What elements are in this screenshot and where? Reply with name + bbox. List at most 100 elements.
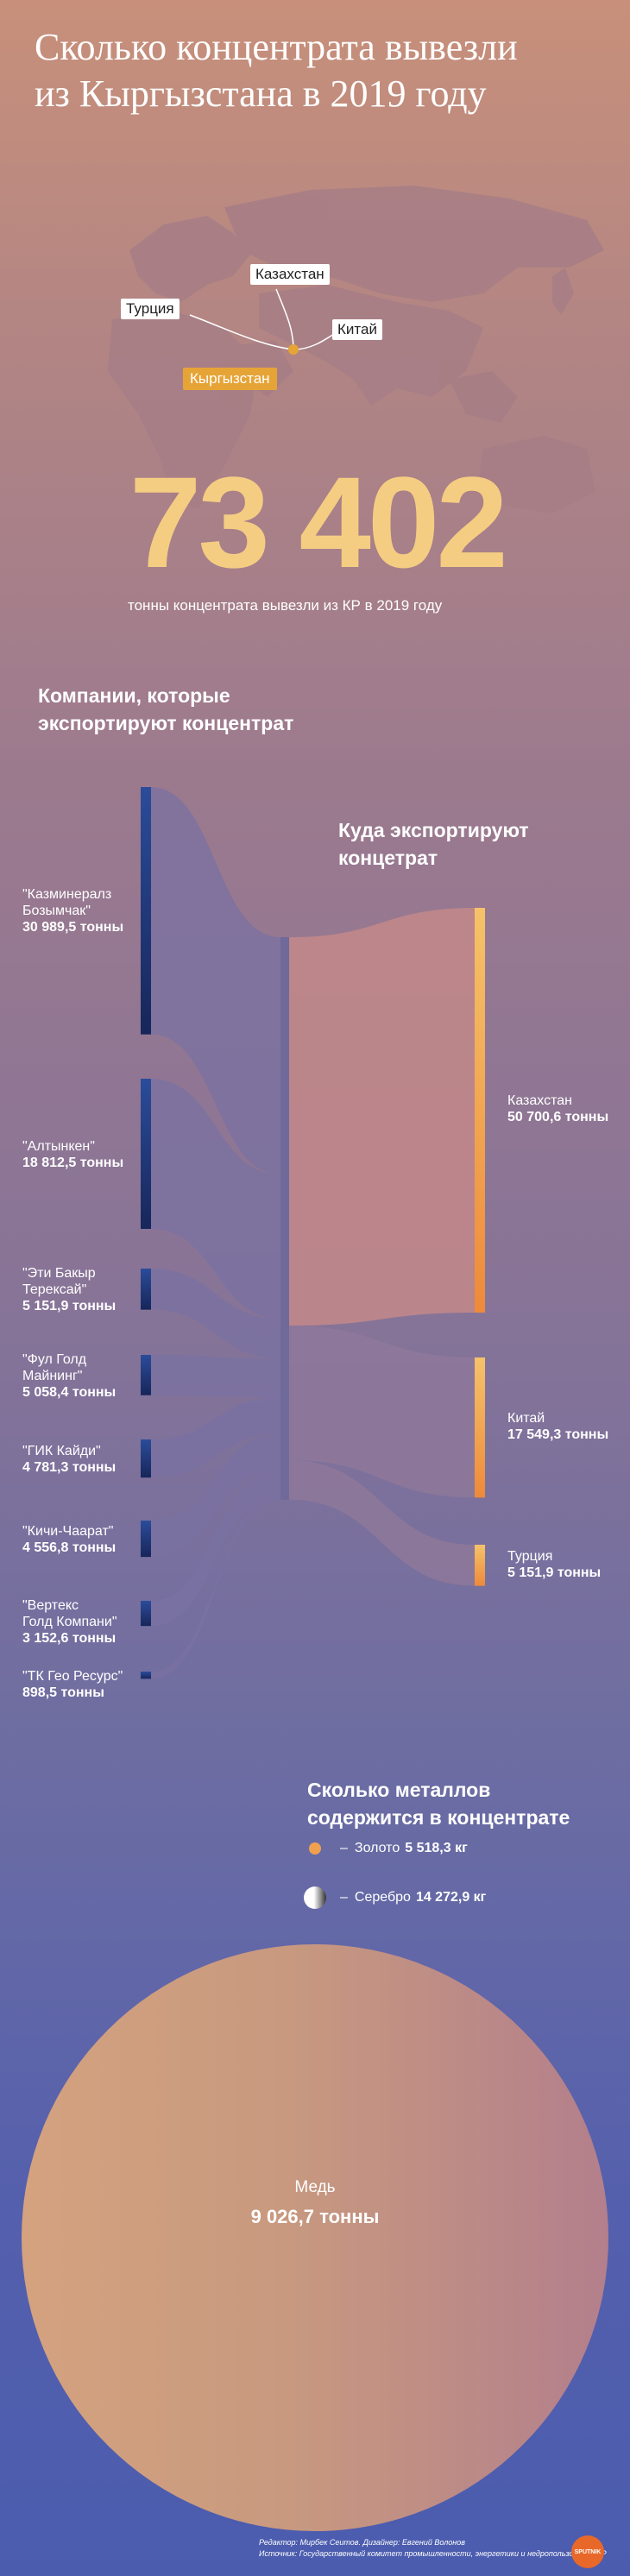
- title-line-2: из Кыргызстана в 2019 году: [35, 72, 487, 115]
- source-value: 3 152,6 тонны: [22, 1631, 117, 1646]
- source-value: 18 812,5 тонны: [22, 1156, 124, 1170]
- target-name: Казахстан: [507, 1093, 572, 1109]
- source-value: 5 058,4 тонны: [22, 1385, 117, 1400]
- route-kazakhstan: [275, 288, 294, 350]
- silver-legend: – Серебро 14 272,9 кг: [304, 1886, 486, 1909]
- metals-heading-line-1: Сколько металлов: [307, 1779, 491, 1801]
- sankey-source-bar: [141, 1521, 151, 1558]
- map-japan: [552, 268, 574, 315]
- source-value: 30 989,5 тонны: [22, 920, 124, 935]
- sankey-source-flow: [151, 1079, 280, 1319]
- map-europe: [129, 216, 250, 302]
- sankey-target-bar: [475, 1357, 485, 1498]
- sankey-source-label: "Эти Бакыр Терексай" 5 151,9 тонны: [22, 1265, 116, 1314]
- companies-heading-line-2: экспортируют концентрат: [38, 712, 294, 734]
- silver-dash: –: [340, 1890, 348, 1905]
- source-name-2: Бозымчак": [22, 904, 91, 919]
- source-value: 4 781,3 тонны: [22, 1460, 117, 1476]
- silver-label: Серебро: [354, 1890, 411, 1905]
- source-name: "Казминералз: [22, 887, 112, 903]
- kyrgyzstan-marker: [288, 344, 299, 355]
- sankey-source-label: "ГИК Кайди" 4 781,3 тонны: [22, 1443, 116, 1476]
- sankey-target-label: Казахстан 50 700,6 тонны: [507, 1093, 608, 1125]
- source-name-2: Голд Компани": [22, 1615, 117, 1629]
- copper-value: 9 026,7 тонны: [250, 2206, 380, 2227]
- gold-label: Золото: [354, 1841, 400, 1855]
- sankey-target-bar: [475, 908, 485, 1313]
- source-name: "Фул Голд: [22, 1352, 87, 1367]
- destinations-heading: Куда экспортируют концетрат: [338, 816, 529, 872]
- sankey-source-flow: [151, 1433, 280, 1558]
- page-title: Сколько концентрата вывезли из Кыргызста…: [35, 24, 604, 117]
- credits: Редактор: Мирбек Сеитов. Дизайнер: Евген…: [259, 2537, 607, 2560]
- source-value: 5 151,9 тонны: [22, 1299, 117, 1313]
- sankey-collector-bar: [280, 937, 289, 1500]
- sankey-target-flow: [289, 908, 475, 1326]
- sankey-source-flow: [151, 1468, 280, 1627]
- target-value: 5 151,9 тонны: [507, 1565, 602, 1580]
- source-name: "Эти Бакыр: [22, 1266, 96, 1281]
- gold-legend: – Золото 5 518,3 кг: [309, 1841, 468, 1856]
- sankey-source-bar: [141, 1079, 151, 1230]
- source-name: "Алтынкен": [22, 1139, 95, 1154]
- source-value: 4 556,8 тонны: [22, 1540, 117, 1556]
- source-name-2: Майнинг": [22, 1369, 83, 1383]
- map-label-kazakhstan: Казахстан: [250, 264, 330, 285]
- copper-circle: [22, 1944, 608, 2531]
- map-label-kyrgyzstan: Кыргызстан: [183, 368, 277, 390]
- sankey-source-bar: [141, 787, 151, 1035]
- credits-line-1: Редактор: Мирбек Сеитов. Дизайнер: Евген…: [259, 2538, 465, 2547]
- sankey-source-label: "Кичи-Чаарат" 4 556,8 тонны: [22, 1523, 116, 1556]
- map-label-turkey: Турция: [121, 299, 180, 319]
- destinations-heading-line-2: концетрат: [338, 847, 438, 869]
- sankey-source-bar: [141, 1269, 151, 1310]
- metals-heading-line-2: содержится в концентрате: [307, 1806, 570, 1829]
- sankey-source-bar: [141, 1355, 151, 1395]
- source-name: "ГИК Кайди": [22, 1444, 101, 1459]
- sputnik-logo-text: SPUTNIK: [574, 2548, 602, 2555]
- copper-label: Медь: [294, 2178, 336, 2196]
- source-name: "Вертекс: [22, 1598, 79, 1613]
- title-line-1: Сколько концентрата вывезли: [35, 26, 518, 68]
- silver-value: 14 272,9 кг: [415, 1890, 487, 1905]
- destinations-heading-line-1: Куда экспортируют: [338, 819, 529, 841]
- sankey-source-bar: [141, 1672, 151, 1679]
- target-name: Турция: [507, 1548, 553, 1564]
- target-name: Китай: [507, 1411, 545, 1427]
- total-caption: тонны концентрата вывезли из КР в 2019 г…: [128, 597, 443, 614]
- route-turkey: [189, 314, 294, 350]
- map-africa: [108, 311, 259, 509]
- sankey-target-label: Китай 17 549,3 тонны: [507, 1410, 608, 1443]
- sankey-source-label: "Фул Голд Майнинг" 5 058,4 тонны: [22, 1351, 116, 1401]
- sankey-source-flow: [151, 1355, 280, 1397]
- companies-heading-line-1: Компании, которые: [38, 684, 230, 707]
- map-australia: [479, 436, 595, 513]
- source-name-2: Терексай": [22, 1282, 87, 1297]
- map-asia-south: [259, 285, 483, 406]
- sankey-target-label: Турция 5 151,9 тонны: [507, 1548, 601, 1581]
- sankey-source-flow: [151, 787, 280, 1175]
- credits-line-2: Источник: Государственный комитет промыш…: [259, 2549, 607, 2558]
- sankey-source-bar: [141, 1601, 151, 1627]
- sankey-source-bar: [141, 1439, 151, 1478]
- sputnik-logo: SPUTNIK: [571, 2535, 604, 2568]
- sankey-target-bar: [475, 1545, 485, 1586]
- silver-dot-icon: [304, 1886, 326, 1909]
- gold-dot-icon: [309, 1842, 321, 1855]
- map-se-asia: [449, 371, 518, 423]
- sankey-source-flow: [151, 1269, 280, 1358]
- sankey-source-label: "ТК Гео Ресурс" 898,5 тонны: [22, 1668, 123, 1701]
- companies-heading: Компании, которые экспортируют концентра…: [38, 682, 293, 737]
- sankey-source-label: "Казминералз Бозымчак" 30 989,5 тонны: [22, 886, 123, 935]
- source-name: "ТК Гео Ресурс": [22, 1669, 123, 1684]
- metals-heading: Сколько металлов содержится в концентрат…: [307, 1776, 570, 1831]
- sankey-target-flow: [289, 1460, 475, 1586]
- gold-value: 5 518,3 кг: [405, 1841, 468, 1855]
- gold-dash: –: [340, 1841, 348, 1855]
- total-value: 73 402: [129, 450, 508, 595]
- sankey-source-flow: [151, 1396, 280, 1478]
- sankey-source-flow: [151, 1492, 280, 1679]
- map-label-china: Китай: [332, 319, 382, 340]
- source-name: "Кичи-Чаарат": [22, 1524, 114, 1540]
